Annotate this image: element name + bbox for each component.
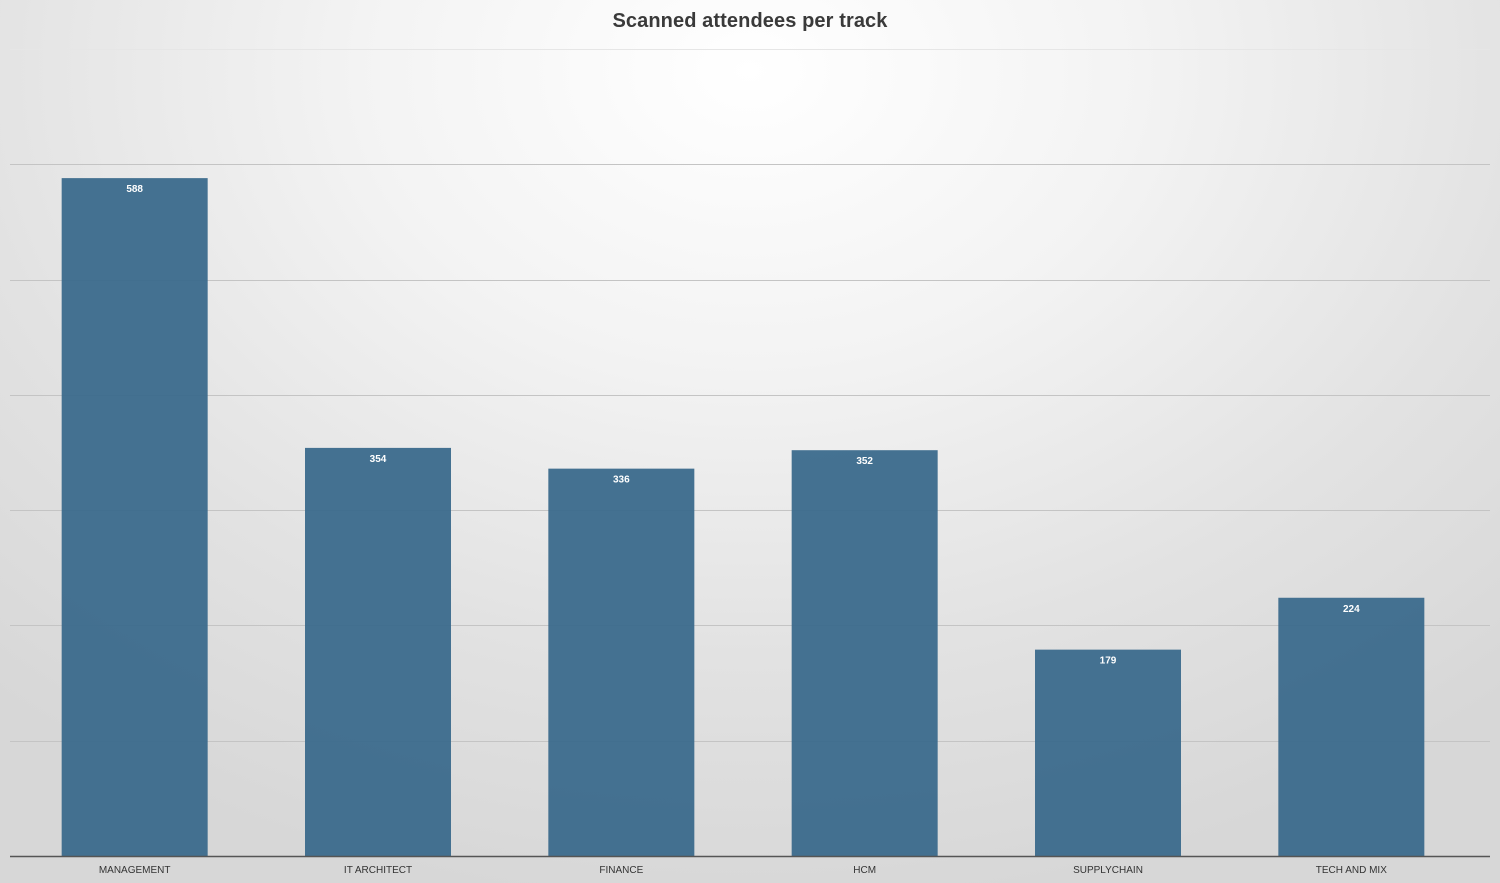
bar-value-label: 336: [613, 475, 630, 486]
bar-tech-and-mix: [1278, 597, 1425, 856]
bars: [61, 178, 1425, 856]
bar-value-label: 588: [126, 184, 143, 195]
category-label: MANAGEMENT: [99, 865, 171, 876]
bar-value-label: 224: [1343, 604, 1360, 615]
category-label: FINANCE: [599, 865, 643, 876]
bar-it-architect: [305, 447, 451, 856]
chart-title: Scanned attendees per track: [612, 10, 888, 32]
bar-supplychain: [1035, 649, 1181, 856]
bar-management: [61, 178, 208, 856]
bar-value-label: 354: [370, 454, 387, 465]
bar-finance: [548, 468, 695, 856]
category-label: SUPPLYCHAIN: [1073, 865, 1143, 876]
bar-hcm: [791, 450, 938, 856]
category-label: TECH AND MIX: [1316, 865, 1387, 876]
bar-value-label: 352: [856, 456, 873, 467]
bar-value-labels: 588 354 336 352 179 224: [126, 184, 1360, 667]
category-label: IT ARCHITECT: [344, 865, 412, 876]
category-labels: MANAGEMENT IT ARCHITECT FINANCE HCM SUPPLYCH…: [99, 865, 1387, 876]
gridlines: [10, 49, 1490, 742]
category-label: HCM: [853, 865, 876, 876]
bar-value-label: 179: [1100, 656, 1117, 667]
